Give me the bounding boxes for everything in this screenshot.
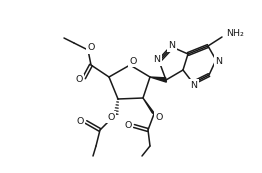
Text: O: O [75,75,83,84]
Text: N: N [154,56,161,65]
Text: O: O [76,116,84,125]
Text: N: N [216,57,222,66]
Text: O: O [124,121,132,130]
Text: O: O [87,43,95,52]
Polygon shape [143,98,156,115]
Polygon shape [150,77,166,82]
Text: O: O [107,112,115,121]
Text: N: N [190,80,198,89]
Text: O: O [155,112,163,121]
Text: N: N [168,42,176,51]
Text: O: O [129,57,137,66]
Text: NH₂: NH₂ [226,30,244,39]
